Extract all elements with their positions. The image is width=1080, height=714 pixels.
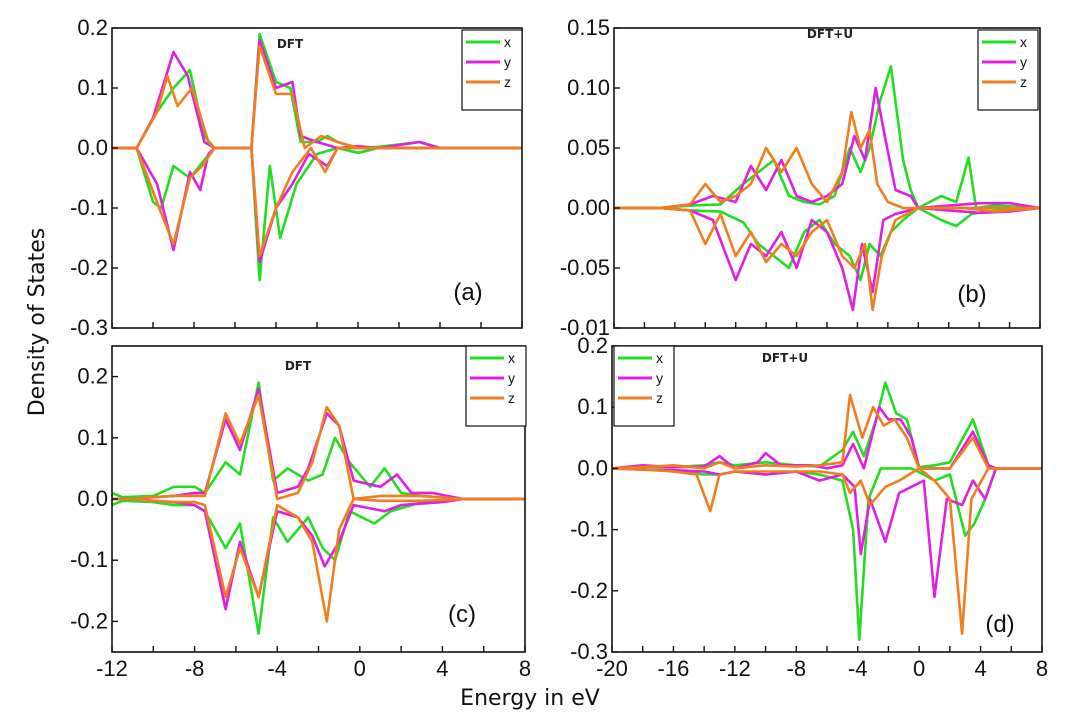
panel-title: DFT+U	[762, 351, 808, 365]
x-tick-label: 0	[354, 656, 366, 681]
y-tick-label: 0.1	[577, 394, 608, 419]
series-z-dn-line	[611, 467, 1042, 635]
series-z-up-line	[611, 393, 1042, 470]
x-tick-label: -8	[185, 656, 205, 681]
y-tick-label: 0.05	[567, 135, 610, 160]
series-x-dn-line	[614, 206, 1041, 282]
legend-label-x: x	[508, 350, 515, 366]
series-x-dn-line	[111, 497, 525, 635]
legend-label-y: y	[656, 370, 663, 386]
legend-label-y: y	[504, 54, 511, 70]
y-axis-title: Density of States	[25, 228, 50, 417]
y-tick-label: -0.2	[570, 578, 608, 603]
y-tick-label: 0.0	[77, 486, 108, 511]
legend-label-z: z	[656, 390, 663, 406]
x-tick-label: 4	[974, 656, 986, 681]
panel-title: DFT	[277, 37, 304, 51]
y-tick-label: 0.2	[77, 364, 108, 389]
legend-label-z: z	[504, 74, 511, 90]
x-tick-label: -8	[787, 656, 807, 681]
x-tick-label: -12	[96, 656, 128, 681]
legend-label-x: x	[656, 350, 663, 366]
legend-label-x: x	[504, 34, 511, 50]
series-y-dn-line	[611, 467, 1042, 599]
panel-title: DFT	[285, 359, 312, 373]
y-tick-label: 0.0	[577, 455, 608, 480]
legend-label-z: z	[508, 390, 515, 406]
panel-label: (d)	[985, 611, 1014, 638]
x-tick-label: 8	[1036, 656, 1048, 681]
x-tick-label: -12	[719, 656, 751, 681]
y-tick-label: -0.3	[70, 315, 108, 340]
x-axis-title: Energy in eV	[460, 686, 600, 711]
y-tick-label: -0.3	[570, 639, 608, 664]
x-tick-label: -4	[267, 656, 287, 681]
x-tick-label: 4	[436, 656, 448, 681]
plot-frame	[611, 345, 1043, 653]
legend-label-x: x	[1020, 34, 1027, 50]
x-tick-label: 0	[913, 656, 925, 681]
y-tick-label: 0.15	[567, 15, 610, 40]
series-z-dn-line	[112, 497, 525, 623]
y-tick-label: -0.1	[70, 195, 108, 220]
series-z-up-line	[112, 393, 525, 501]
y-tick-label: 0.1	[77, 75, 108, 100]
panel-c: 0.2 0.1 0.0 -0.1 -0.2 -12 -8 -4 0 4 8 DFT (c) xyz	[70, 345, 531, 681]
series-x-dn-line	[611, 467, 1042, 642]
series-x-up-line	[611, 381, 1042, 470]
x-tick-label: -4	[848, 656, 868, 681]
legend-label-y: y	[1020, 54, 1027, 70]
legend-label-y: y	[508, 370, 515, 386]
y-tick-label: 0.10	[567, 75, 610, 100]
x-tick-label: 8	[519, 656, 531, 681]
panel-b: 0.15 0.10 0.05 0.00 -0.05 -0.01 DFT+U (b) xyz	[560, 15, 1041, 340]
series-y-dn-line	[112, 497, 525, 611]
series-x-dn-line	[112, 146, 522, 282]
y-tick-label: -0.1	[70, 547, 108, 572]
series-y-up-line	[611, 405, 1042, 470]
panel-label: (b)	[957, 281, 986, 308]
series-x-up-line	[111, 381, 525, 501]
series-y-up-line	[112, 387, 525, 501]
y-tick-label: 0.2	[577, 333, 608, 358]
panel-label: (c)	[448, 601, 476, 628]
y-tick-label: -0.2	[70, 255, 108, 280]
y-tick-label: 0.2	[77, 15, 108, 40]
series-z-up-line	[614, 110, 1041, 213]
panel-label: (a)	[453, 279, 482, 306]
series-z-up-line	[112, 44, 522, 150]
legend-label-z: z	[1020, 74, 1027, 90]
series-z-dn-line	[112, 146, 522, 258]
series-x-up-line	[614, 65, 1041, 210]
x-tick-label: -20	[596, 656, 628, 681]
y-tick-label: 0.00	[567, 195, 610, 220]
y-tick-label: 0.1	[77, 425, 108, 450]
y-tick-label: -0.1	[570, 517, 608, 542]
panel-title: DFT+U	[807, 27, 853, 41]
y-tick-label: 0.0	[77, 135, 108, 160]
series-z-dn-line	[614, 206, 1040, 312]
y-tick-label: -0.05	[560, 255, 610, 280]
y-tick-label: -0.2	[70, 608, 108, 633]
x-tick-label: -16	[658, 656, 690, 681]
series-y-up-line	[614, 86, 1041, 210]
y-tick-label: -0.01	[560, 315, 610, 340]
panel-d: 0.2 0.1 0.0 -0.1 -0.2 -0.3-20 -16 -12 -8 -4 0 4 8 DFT…	[570, 333, 1048, 681]
panel-a: 0.2 0.1 0.0 -0.1 -0.2 -0.3 DFT (a) xyz	[70, 15, 523, 340]
